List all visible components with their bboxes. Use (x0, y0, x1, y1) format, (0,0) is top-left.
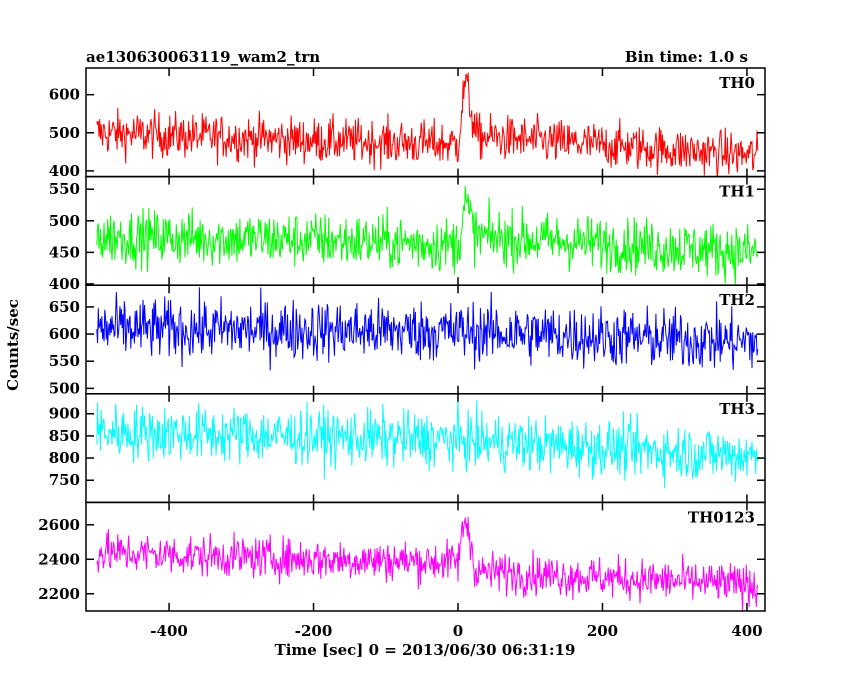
y-tick-label: 500 (49, 212, 80, 230)
series-th0123 (96, 516, 759, 611)
series-th0 (96, 72, 759, 177)
y-tick-label: 900 (49, 405, 80, 423)
panel-label: TH0 (719, 74, 755, 92)
y-tick-label: 400 (49, 275, 80, 293)
x-tick-label: 0 (453, 622, 463, 640)
x-tick-label: 400 (731, 622, 762, 640)
y-tick-label: 500 (49, 124, 80, 142)
panel-th3: 750 800 850 900 TH3 (49, 393, 766, 504)
panel-label: TH1 (719, 183, 755, 201)
series-th1 (96, 185, 759, 285)
y-tick-label: 550 (49, 180, 80, 198)
y-tick-label: 2600 (38, 516, 80, 534)
x-axis: -400 -200 0 200 400 (150, 622, 762, 640)
y-tick-label: 600 (49, 325, 80, 343)
y-tick-label: 750 (49, 471, 80, 489)
panel-frame (85, 67, 766, 178)
x-tick-label: 200 (587, 622, 618, 640)
x-tick-label: -200 (295, 622, 333, 640)
y-tick-label: 800 (49, 449, 80, 467)
panel-th0123: 2200 2400 2600 TH0123 (38, 501, 766, 612)
chart-title-left: ae130630063119_wam2_trn (86, 48, 320, 66)
y-tick-label: 400 (49, 162, 80, 180)
panel-th0: 400 500 600 TH0 (49, 67, 766, 180)
panel-frame (85, 501, 766, 612)
y-tick-label: 650 (49, 298, 80, 316)
y-tick-label: 2400 (38, 550, 80, 568)
x-axis-label: Time [sec] 0 = 2013/06/30 06:31:19 (275, 641, 576, 659)
panels-group: 400 500 600 TH0 400 450 500 550 TH1 500 550 600 650 T… (38, 67, 766, 612)
panel-label: TH2 (719, 291, 755, 309)
series-th3 (96, 399, 759, 489)
panel-th1: 400 450 500 550 TH1 (49, 175, 766, 293)
x-tick-label: -400 (150, 622, 188, 640)
panel-label: TH0123 (688, 508, 755, 526)
panel-label: TH3 (719, 400, 755, 418)
y-tick-label: 2200 (38, 585, 80, 603)
panel-th2: 500 550 600 650 TH2 (49, 284, 766, 397)
y-axis-label: Counts/sec (4, 299, 22, 391)
y-tick-label: 450 (49, 243, 80, 261)
y-tick-label: 500 (49, 379, 80, 397)
series-th2 (96, 287, 759, 371)
y-tick-label: 550 (49, 352, 80, 370)
y-tick-label: 600 (49, 86, 80, 104)
y-tick-label: 850 (49, 427, 80, 445)
chart-title-right: Bin time: 1.0 s (625, 48, 748, 66)
